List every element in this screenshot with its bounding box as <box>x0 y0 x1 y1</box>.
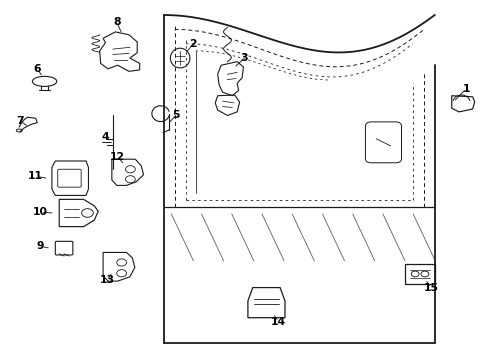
Text: 4: 4 <box>102 132 109 142</box>
Text: 10: 10 <box>33 207 48 217</box>
Text: 2: 2 <box>189 39 197 49</box>
Text: 15: 15 <box>423 283 438 293</box>
Text: 6: 6 <box>33 64 41 74</box>
Text: 12: 12 <box>110 152 125 162</box>
Text: 13: 13 <box>99 275 114 285</box>
Text: 14: 14 <box>270 317 285 327</box>
Text: 8: 8 <box>113 17 120 27</box>
Text: 7: 7 <box>17 116 24 126</box>
Text: 3: 3 <box>240 53 248 63</box>
Text: 5: 5 <box>172 111 180 121</box>
Text: 9: 9 <box>37 241 44 251</box>
Text: 11: 11 <box>28 171 43 181</box>
Text: 1: 1 <box>462 84 469 94</box>
